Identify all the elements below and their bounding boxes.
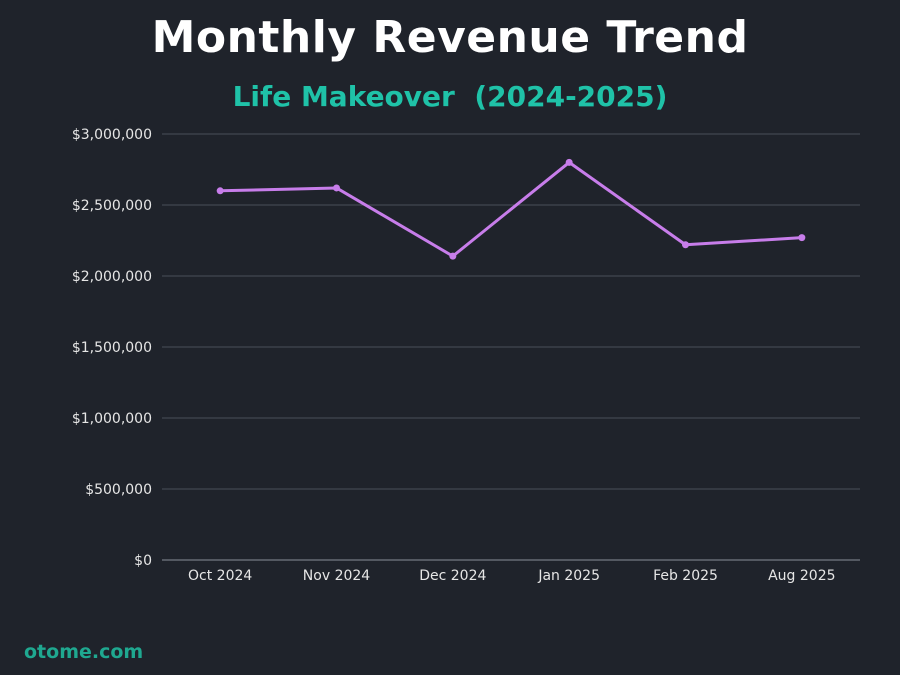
series-line [220, 160, 802, 258]
y-tick-label: $2,000,000 [72, 269, 152, 285]
x-tick-label: Aug 2025 [768, 568, 835, 584]
y-tick-label: $1,000,000 [72, 411, 152, 427]
data-point [682, 241, 689, 249]
revenue-series [216, 158, 806, 260]
data-point [333, 184, 340, 192]
y-tick-label: $500,000 [85, 482, 152, 498]
y-tick-label: $3,000,000 [72, 127, 152, 143]
data-point [449, 252, 457, 260]
y-axis-tick-labels: $0 $500,000 $1,000,000 $1,500,000 $2,000,000… [72, 127, 152, 569]
y-tick-label: $1,500,000 [72, 340, 152, 356]
x-tick-label: Dec 2024 [419, 568, 486, 584]
x-axis-tick-labels: Oct 2024 Nov 2024 Dec 2024 Jan 2025 Feb 2025… [188, 568, 836, 584]
x-tick-label: Nov 2024 [303, 568, 370, 584]
chart-title: Monthly Revenue Trend [151, 12, 749, 63]
data-point [216, 187, 224, 195]
y-tick-label: $2,500,000 [72, 198, 152, 214]
x-tick-label: Oct 2024 [188, 568, 252, 584]
data-point [565, 158, 573, 166]
data-point [798, 234, 806, 242]
x-tick-label: Jan 2025 [537, 568, 600, 584]
x-tick-label: Feb 2025 [653, 568, 718, 584]
y-tick-label: $0 [134, 553, 152, 569]
footer-brand: otome.com [24, 641, 144, 663]
grid-lines [162, 133, 860, 561]
chart-subtitle: Life Makeover (2024-2025) [232, 80, 668, 113]
